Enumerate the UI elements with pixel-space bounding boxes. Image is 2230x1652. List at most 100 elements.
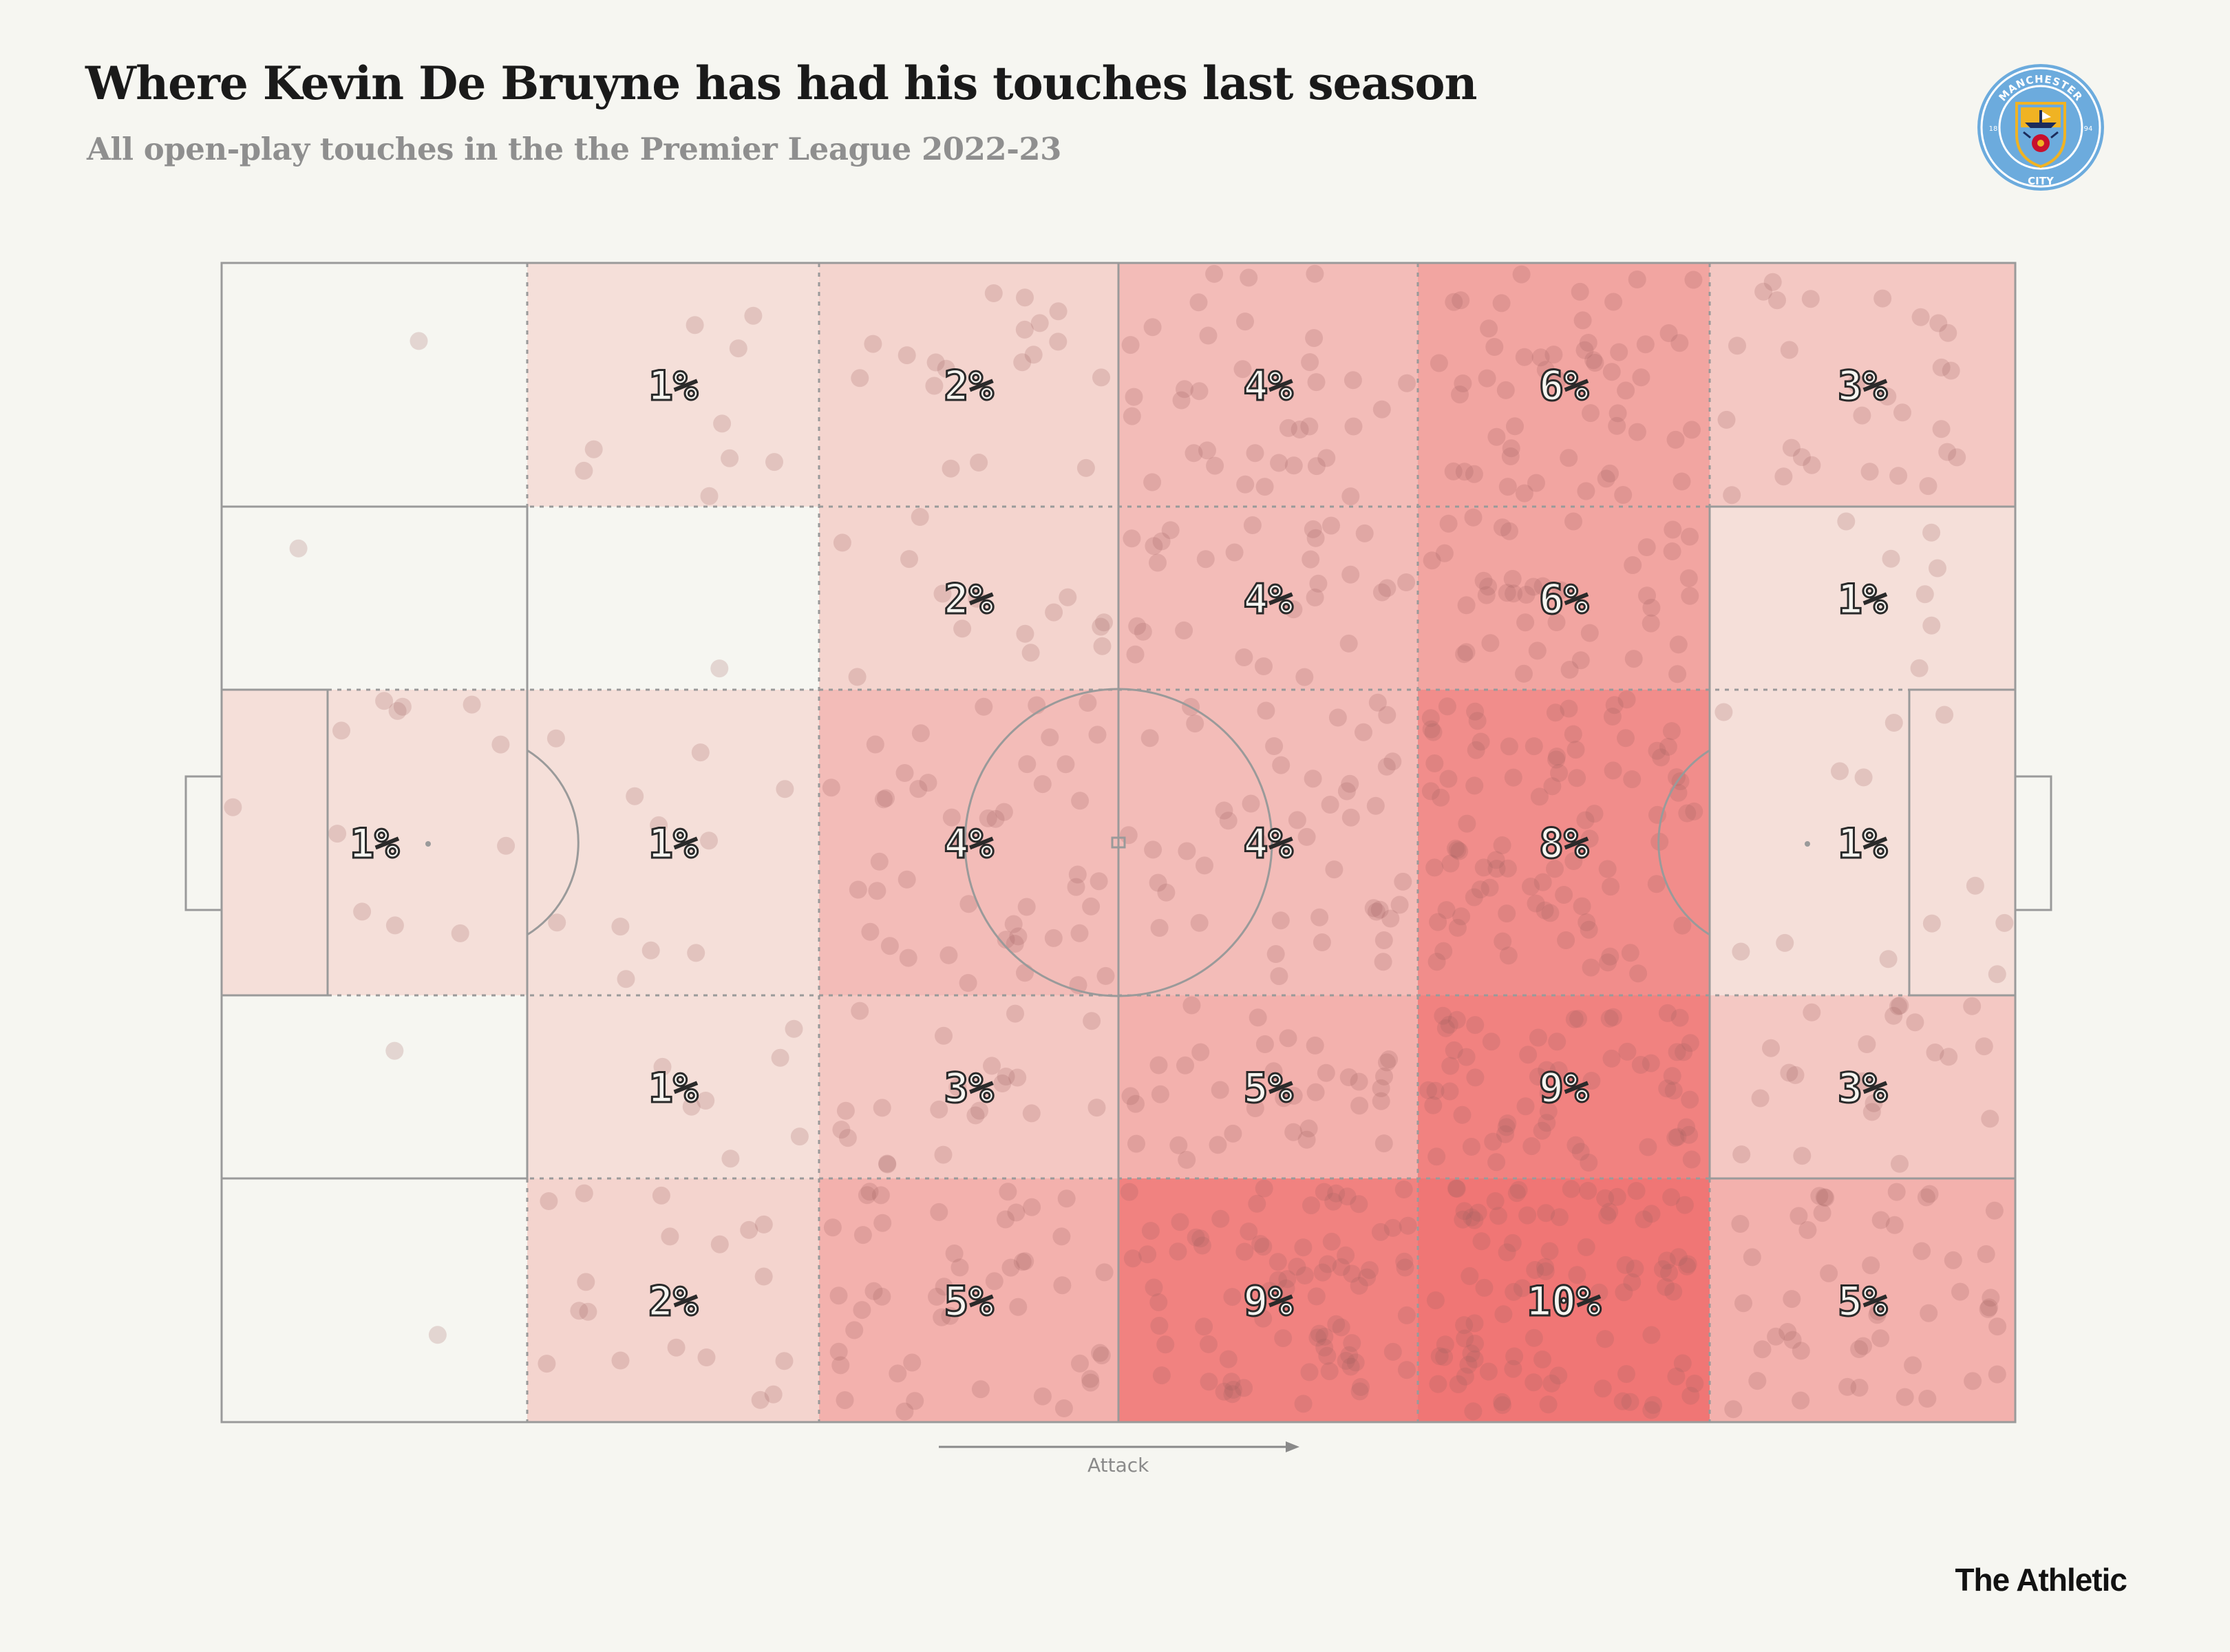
touch-dot bbox=[1196, 550, 1215, 569]
touch-dot bbox=[1123, 1249, 1142, 1268]
touch-dot bbox=[1487, 1153, 1506, 1172]
touch-dot bbox=[1565, 1010, 1584, 1028]
touch-dot bbox=[906, 1392, 924, 1410]
touch-dot bbox=[930, 1203, 948, 1221]
touch-dot bbox=[1662, 1188, 1681, 1207]
touch-dot bbox=[1748, 1372, 1767, 1390]
touch-dot bbox=[1436, 1019, 1455, 1037]
touch-dot bbox=[1850, 1379, 1869, 1397]
touch-dot bbox=[1577, 1238, 1595, 1256]
touch-dot bbox=[1439, 514, 1458, 533]
zone-4-1 bbox=[527, 1178, 819, 1422]
touch-dot bbox=[1041, 728, 1059, 747]
zone-3-5 bbox=[1710, 995, 2015, 1178]
touch-dot bbox=[1300, 417, 1319, 436]
touch-dot bbox=[935, 1278, 953, 1296]
touch-dot bbox=[1580, 920, 1598, 939]
touch-dot bbox=[1374, 953, 1392, 971]
touch-dot bbox=[880, 937, 899, 955]
touch-dot bbox=[997, 931, 1015, 949]
touch-dot bbox=[451, 924, 469, 942]
touch-dot bbox=[1426, 1291, 1445, 1310]
touch-dot bbox=[1929, 559, 1946, 578]
touch-dot bbox=[1613, 1392, 1632, 1410]
touch-dot bbox=[1425, 754, 1444, 772]
zone-percentage-label: 3% bbox=[944, 1064, 993, 1112]
touch-dot bbox=[928, 1287, 946, 1306]
zone-4-5 bbox=[1710, 1178, 2015, 1422]
touch-dot bbox=[1455, 1202, 1474, 1220]
touch-dot bbox=[1236, 313, 1254, 331]
touch-dot bbox=[1371, 1222, 1390, 1241]
touch-dot bbox=[1471, 880, 1489, 899]
touch-dot bbox=[873, 1099, 891, 1117]
touch-dot bbox=[1658, 1079, 1677, 1098]
touch-dot bbox=[754, 1267, 773, 1286]
touch-dot bbox=[1315, 1338, 1334, 1357]
touch-dot bbox=[1009, 1298, 1028, 1316]
touch-dot bbox=[1013, 353, 1032, 372]
touch-dot bbox=[1539, 1102, 1558, 1121]
touch-dot bbox=[909, 780, 928, 798]
touch-dot bbox=[1884, 714, 1903, 732]
touch-dot bbox=[428, 1326, 447, 1344]
touch-dot bbox=[1045, 603, 1063, 622]
touch-dot bbox=[1302, 550, 1320, 569]
touch-dot bbox=[1095, 613, 1113, 632]
touch-dot bbox=[1284, 600, 1303, 619]
touch-dot bbox=[1361, 1261, 1379, 1280]
touch-dot bbox=[1891, 1154, 1909, 1173]
touch-dot bbox=[1468, 712, 1487, 730]
touch-dot bbox=[1380, 1050, 1399, 1068]
touch-dot bbox=[1187, 1228, 1205, 1247]
touch-dot bbox=[1367, 902, 1385, 921]
touch-dot bbox=[1780, 1063, 1798, 1082]
touch-dot bbox=[1753, 1340, 1772, 1359]
touch-dot bbox=[1498, 584, 1516, 602]
touch-dot bbox=[1768, 291, 1786, 310]
touch-dot bbox=[1018, 755, 1037, 774]
touch-dot bbox=[1178, 1151, 1196, 1169]
touch-dot bbox=[575, 461, 593, 480]
touch-dot bbox=[1979, 1300, 1997, 1318]
touch-dot bbox=[1868, 1306, 1887, 1324]
touch-dot bbox=[1378, 579, 1397, 597]
touch-dot bbox=[1196, 856, 1213, 875]
touch-dot bbox=[1429, 1375, 1447, 1393]
touch-dot bbox=[1657, 1278, 1675, 1296]
touch-dot bbox=[1774, 467, 1793, 486]
touch-dot bbox=[652, 1186, 670, 1205]
touch-dot bbox=[1577, 482, 1595, 500]
touch-dot bbox=[1873, 289, 1892, 308]
touch-dot bbox=[1602, 1049, 1621, 1068]
touch-dot bbox=[1935, 706, 1954, 724]
touch-dot bbox=[1350, 1276, 1368, 1295]
touch-dot bbox=[1575, 341, 1594, 359]
touch-dot bbox=[1734, 1294, 1752, 1313]
touch-dot bbox=[930, 1100, 948, 1119]
touch-dot bbox=[971, 1380, 990, 1399]
touch-dot bbox=[942, 459, 960, 478]
touch-dot bbox=[1560, 699, 1578, 718]
attack-arrowhead-icon bbox=[1286, 1441, 1299, 1452]
touch-dot bbox=[1642, 1326, 1661, 1344]
touch-dot bbox=[1297, 827, 1316, 846]
touch-dot bbox=[829, 1286, 848, 1305]
touch-dot bbox=[1350, 1382, 1369, 1401]
touch-dot bbox=[687, 944, 705, 962]
touch-dot bbox=[1141, 1222, 1160, 1240]
touch-dot bbox=[1966, 876, 1984, 895]
touch-dot bbox=[1667, 1367, 1686, 1386]
touch-dot bbox=[697, 1092, 715, 1110]
touch-dot bbox=[1390, 896, 1409, 914]
touch-dot bbox=[1658, 1004, 1677, 1022]
touch-dot bbox=[1610, 343, 1628, 361]
touch-dot bbox=[1306, 529, 1325, 547]
touch-dot bbox=[1200, 1335, 1218, 1353]
touch-dot bbox=[1681, 1386, 1700, 1405]
touch-dot bbox=[933, 1308, 951, 1326]
touch-dot bbox=[1940, 1048, 1958, 1066]
touch-dot bbox=[1932, 358, 1951, 377]
touch-dot bbox=[1033, 1387, 1052, 1406]
touch-dot bbox=[1679, 569, 1698, 588]
